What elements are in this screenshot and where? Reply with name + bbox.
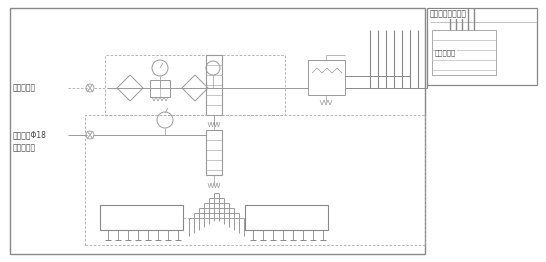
Bar	[105, 55, 285, 115]
Text: 來自油氣站: 來自油氣站	[13, 144, 36, 152]
Text: 接壓縮空氣: 接壓縮空氣	[13, 84, 36, 92]
Text: 接壓力油Φ18: 接壓力油Φ18	[13, 130, 47, 139]
Bar	[427, 8, 537, 85]
Text: 接線端子箱: 接線端子箱	[435, 50, 456, 56]
Bar	[432, 30, 496, 75]
Bar	[308, 60, 345, 95]
Bar	[206, 130, 222, 175]
Text: 接至油氣站電控箱: 接至油氣站電控箱	[430, 9, 467, 19]
Bar	[150, 80, 170, 97]
Bar	[100, 205, 183, 230]
Bar	[10, 8, 425, 254]
Bar	[206, 55, 222, 115]
Bar	[85, 115, 425, 245]
Bar	[245, 205, 328, 230]
